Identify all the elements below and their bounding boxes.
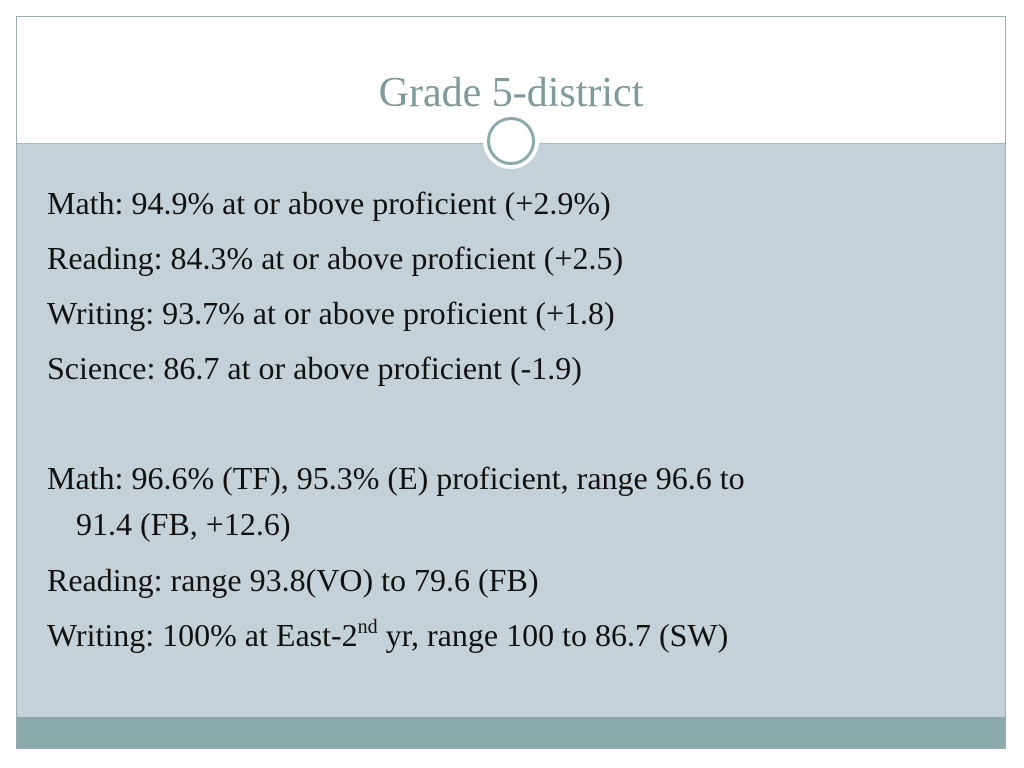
- bullet-continuation: 91.4 (FB, +12.6): [76, 506, 291, 542]
- superscript: nd: [357, 616, 378, 638]
- bullet: Writing: 93.7% at or above proficient (+…: [47, 295, 615, 331]
- bullet-text: yr, range 100 to 86.7 (SW): [377, 617, 729, 653]
- bullet: Math: 94.9% at or above proficient (+2.9…: [47, 185, 611, 221]
- header-ring: [487, 117, 535, 165]
- bullet: Science: 86.7 at or above proficient (-1…: [47, 350, 582, 386]
- bullet: Reading: range 93.8(VO) to 79.6 (FB): [47, 562, 539, 598]
- bullet: Math: 96.6% (TF), 95.3% (E) proficient, …: [47, 460, 745, 496]
- slide-body: [17, 143, 1005, 718]
- bullet: Writing: 100% at East-2nd yr, range 100 …: [47, 615, 728, 655]
- slide: Grade 5-district Math: 94.9% at or above…: [16, 16, 1006, 749]
- bullet: Reading: 84.3% at or above proficient (+…: [47, 240, 624, 276]
- bullet-text: Writing: 100% at East-2: [47, 617, 358, 653]
- slide-title: Grade 5-district: [378, 70, 644, 116]
- footer-band: [17, 717, 1005, 748]
